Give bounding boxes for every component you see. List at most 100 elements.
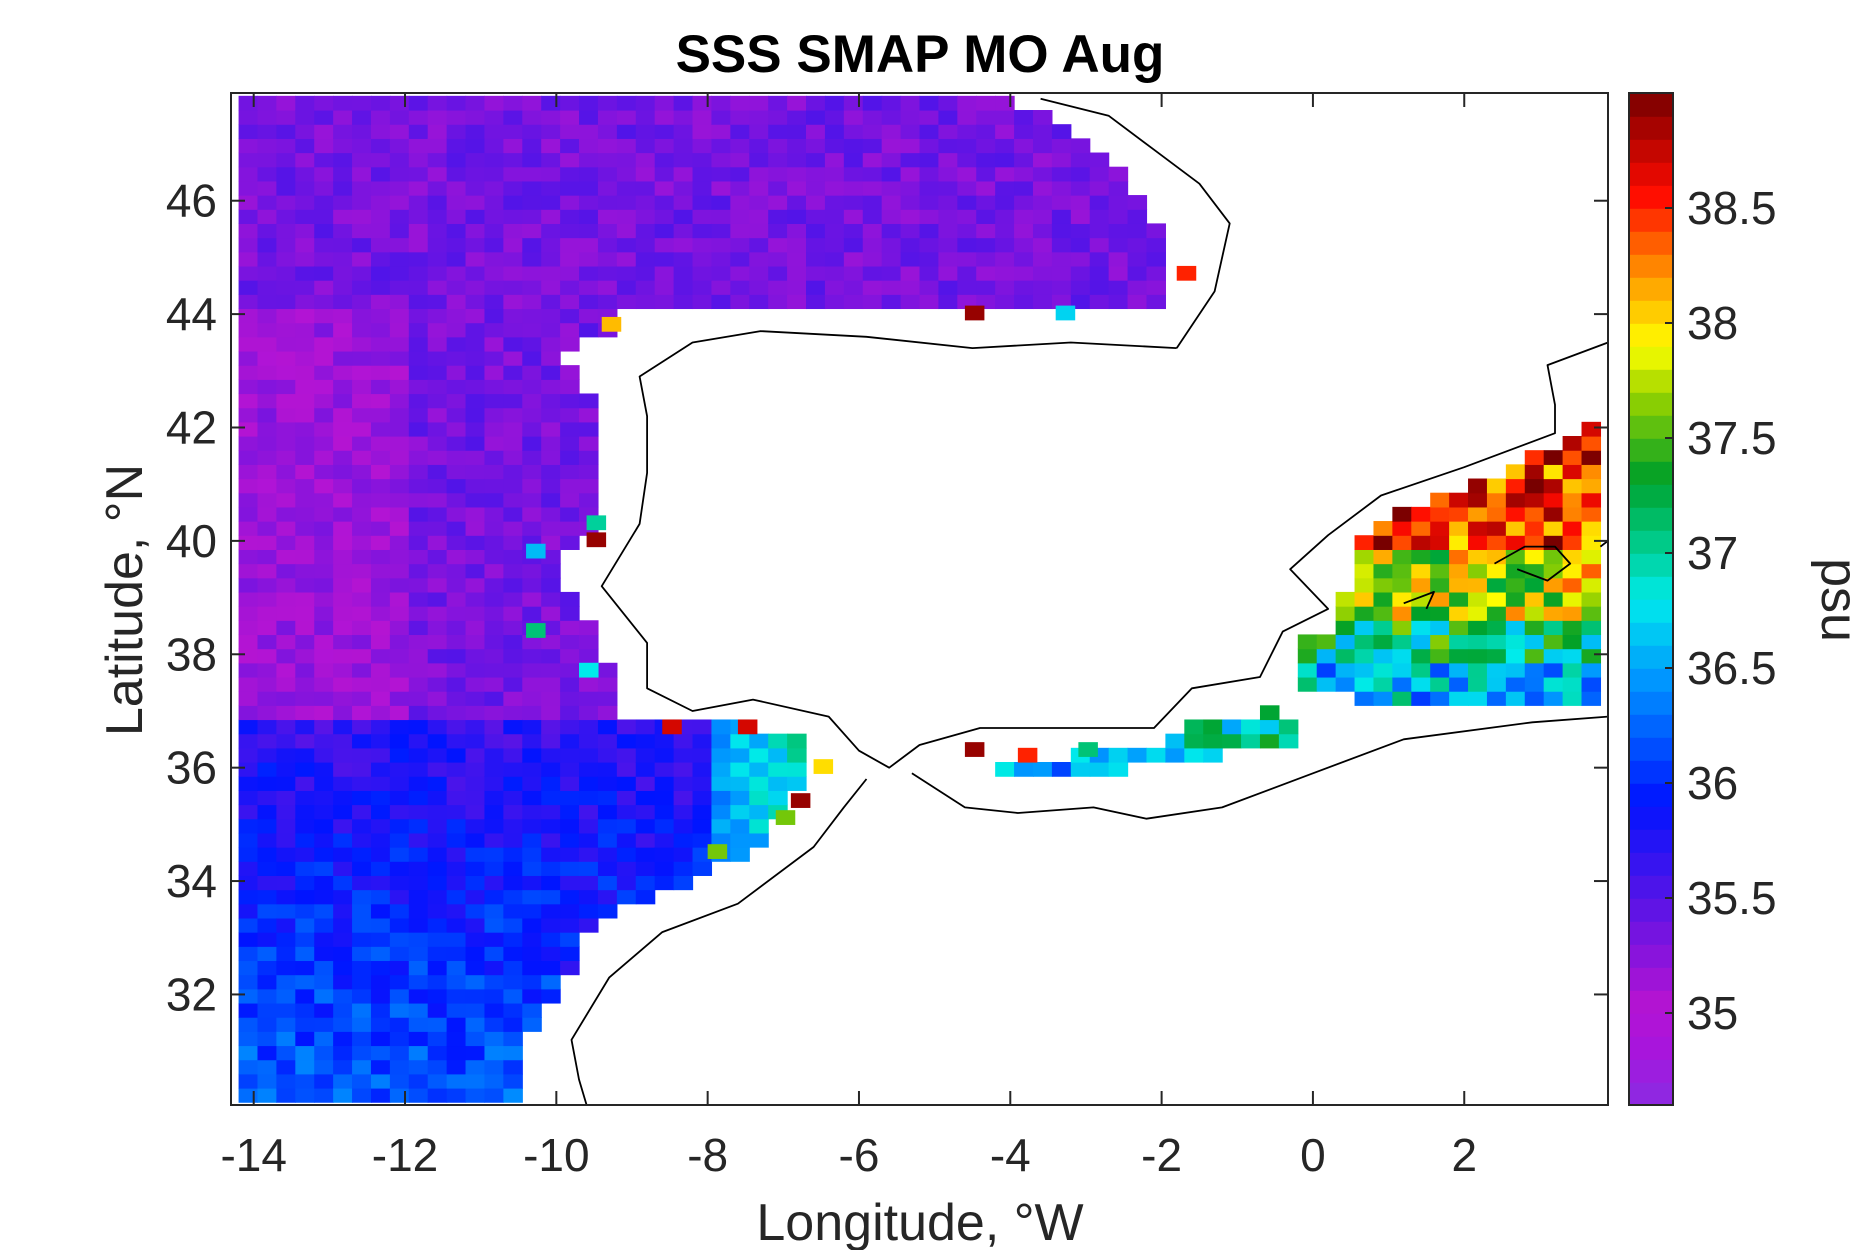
heatmap-cells (238, 95, 1602, 1103)
salinity-cell (503, 1017, 523, 1032)
salinity-cell (465, 1073, 486, 1089)
salinity-cell (295, 110, 315, 125)
salinity-cell (1089, 294, 1110, 310)
salinity-cell (541, 818, 561, 834)
salinity-cell (1543, 521, 1564, 536)
salinity-cell (1581, 535, 1602, 550)
salinity-cell (314, 577, 334, 593)
salinity-cell (1146, 251, 1166, 267)
salinity-cell (919, 180, 940, 196)
salinity-cell (995, 95, 1015, 111)
salinity-cell (238, 280, 259, 295)
salinity-cell (427, 265, 448, 281)
salinity-cell (238, 648, 259, 664)
salinity-cell (1505, 506, 1526, 522)
salinity-cell (465, 223, 486, 239)
salinity-cell (295, 478, 315, 494)
salinity-cell (257, 705, 277, 721)
colorbar-strip (1629, 461, 1673, 485)
salinity-cell (389, 223, 410, 239)
salinity-cell (1524, 549, 1545, 565)
salinity-cell (276, 280, 296, 295)
salinity-cell (333, 974, 353, 990)
salinity-cell (370, 1073, 391, 1089)
salinity-cell (408, 521, 429, 536)
salinity-cell (635, 95, 656, 111)
salinity-cell (465, 535, 486, 550)
salinity-cell (276, 988, 296, 1004)
salinity-cell (257, 776, 277, 791)
salinity-cell (1581, 691, 1602, 706)
salinity-cell (295, 960, 315, 976)
salinity-cell (238, 535, 259, 550)
salinity-cell (465, 818, 486, 834)
salinity-cell (560, 691, 580, 706)
salinity-cell (711, 95, 731, 111)
salinity-cell (1055, 305, 1076, 321)
salinity-cell (749, 294, 769, 310)
salinity-cell (333, 280, 353, 295)
salinity-cell (333, 421, 353, 437)
salinity-cell (408, 691, 429, 706)
salinity-cell (824, 195, 845, 210)
salinity-cell (238, 861, 259, 876)
salinity-cell (749, 209, 769, 224)
salinity-cell (1070, 195, 1091, 210)
salinity-cell (484, 95, 504, 111)
salinity-cell (465, 166, 486, 182)
salinity-cell (768, 95, 788, 111)
salinity-cell (541, 946, 561, 962)
salinity-cell (1543, 549, 1564, 565)
salinity-cell (238, 379, 259, 395)
salinity-cell (370, 988, 391, 1004)
salinity-cell (503, 719, 523, 735)
salinity-cell (787, 110, 807, 125)
salinity-cell (408, 336, 429, 352)
salinity-cell (654, 747, 675, 763)
salinity-cell (1203, 747, 1223, 763)
salinity-cell (446, 762, 467, 777)
salinity-cell (370, 294, 391, 310)
salinity-cell (768, 294, 788, 310)
salinity-cell (295, 1017, 315, 1032)
salinity-cell (238, 294, 259, 310)
salinity-cell (427, 464, 448, 480)
salinity-cell (768, 223, 788, 239)
salinity-cell (276, 818, 296, 834)
salinity-cell (881, 166, 902, 182)
salinity-cell (673, 110, 694, 125)
salinity-cell (257, 747, 277, 763)
colorbar-strip (1629, 392, 1673, 416)
colorbar-strip (1629, 438, 1673, 462)
salinity-cell (503, 180, 523, 196)
salinity-cell (541, 960, 561, 976)
salinity-cell (1430, 535, 1450, 550)
salinity-cell (333, 506, 353, 522)
salinity-cell (1562, 492, 1583, 508)
salinity-cell (503, 776, 523, 791)
salinity-cell (1543, 634, 1564, 650)
salinity-cell (1051, 180, 1072, 196)
salinity-cell (314, 705, 334, 721)
colorbar-tick-label: 35.5 (1687, 872, 1777, 924)
salinity-cell (370, 662, 391, 678)
salinity-cell (579, 719, 599, 735)
salinity-cell (1430, 676, 1450, 692)
salinity-cell (333, 634, 353, 650)
salinity-cell (427, 648, 448, 664)
salinity-cell (295, 535, 315, 550)
salinity-cell (579, 322, 599, 338)
salinity-cell (257, 110, 277, 125)
salinity-cell (484, 932, 504, 947)
salinity-cell (276, 336, 296, 352)
salinity-cell (900, 95, 921, 111)
salinity-cell (314, 917, 334, 933)
salinity-cell (560, 648, 580, 664)
salinity-cell (541, 124, 561, 139)
salinity-cell (1014, 166, 1034, 182)
salinity-cell (352, 506, 372, 522)
salinity-cell (352, 478, 372, 494)
salinity-cell (238, 237, 259, 253)
salinity-cell (295, 322, 315, 338)
salinity-cell (560, 166, 580, 182)
